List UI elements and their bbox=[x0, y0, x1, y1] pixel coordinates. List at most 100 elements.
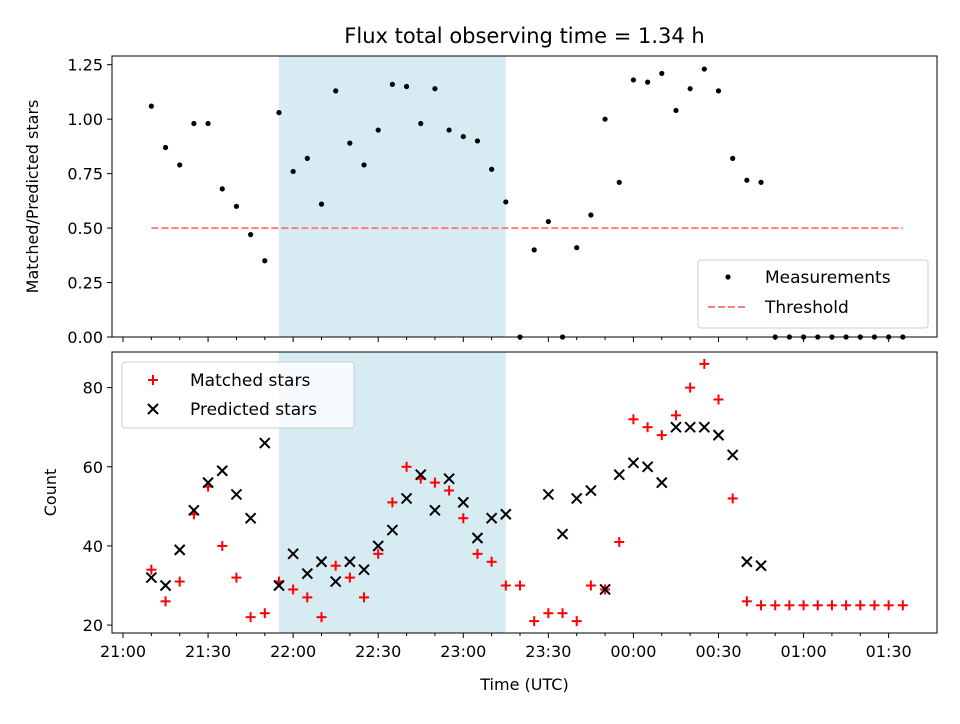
matched-star-point bbox=[571, 616, 582, 627]
top-x-ticks bbox=[122, 337, 890, 342]
top-ytick-label: 0.25 bbox=[67, 274, 103, 293]
measurement-point bbox=[659, 70, 665, 77]
predicted-star-point bbox=[344, 556, 356, 568]
matched-star-point bbox=[869, 600, 880, 611]
measurement-point bbox=[673, 107, 679, 114]
predicted-star-point bbox=[415, 468, 427, 481]
matched-star-point bbox=[741, 596, 752, 607]
bottom-xtick-label: 00:00 bbox=[610, 642, 656, 661]
predicted-star-point bbox=[457, 496, 469, 509]
predicted-star-point bbox=[443, 472, 455, 485]
matched-star-point bbox=[543, 608, 554, 619]
predicted-star-point bbox=[315, 556, 328, 568]
predicted-star-point bbox=[726, 449, 739, 461]
predicted-star-point bbox=[329, 575, 342, 588]
measurement-point bbox=[588, 212, 594, 218]
measurement-point bbox=[616, 179, 622, 185]
measurement-point bbox=[248, 232, 254, 238]
measurement-point bbox=[545, 218, 551, 225]
ratio-panel: 0.00 0.25 0.50 0.75 1.00 1.25 Flux total obse… bbox=[23, 24, 938, 347]
measurement-point bbox=[219, 186, 225, 192]
bottom-xtick-label: 23:00 bbox=[440, 642, 486, 661]
predicted-star-point bbox=[244, 512, 257, 524]
bottom-data-marks bbox=[145, 358, 908, 627]
measurement-point bbox=[389, 81, 395, 87]
predicted-star-point bbox=[230, 488, 243, 501]
matched-star-point bbox=[656, 430, 667, 441]
bottom-ytick-label: 40 bbox=[83, 537, 103, 556]
measurement-point bbox=[602, 116, 608, 122]
predicted-star-point bbox=[656, 476, 668, 489]
measurement-point bbox=[233, 203, 240, 209]
bottom-xtick-label: 01:30 bbox=[866, 642, 912, 661]
top-y-axis-label: Matched/Predicted stars bbox=[23, 100, 42, 294]
measurement-point bbox=[758, 179, 764, 185]
predicted-star-point bbox=[698, 421, 711, 433]
matched-star-point bbox=[245, 612, 256, 623]
predicted-star-point bbox=[386, 524, 399, 536]
predicted-star-point bbox=[500, 508, 512, 520]
measurement-point bbox=[290, 168, 296, 175]
matched-star-point bbox=[557, 608, 568, 619]
measurement-point bbox=[503, 199, 509, 205]
predicted-star-point bbox=[259, 437, 271, 449]
legend-predicted-label: Predicted stars bbox=[190, 400, 317, 420]
matched-star-point bbox=[217, 540, 228, 551]
legend-matched-marker bbox=[148, 375, 158, 385]
measurement-point bbox=[474, 138, 481, 144]
bottom-legend-box bbox=[121, 361, 355, 429]
matched-star-point bbox=[401, 461, 412, 472]
matched-star-point bbox=[727, 493, 738, 504]
matched-star-point bbox=[458, 513, 469, 524]
bottom-y-axis-label: Count bbox=[41, 469, 60, 517]
predicted-star-point bbox=[216, 465, 228, 477]
bottom-xtick-label: 01:00 bbox=[781, 642, 827, 661]
measurement-point bbox=[531, 247, 537, 253]
measurement-point bbox=[489, 166, 495, 172]
matched-star-point bbox=[486, 556, 497, 567]
matched-star-point bbox=[713, 394, 724, 405]
matched-star-point bbox=[160, 596, 171, 607]
matched-star-point bbox=[330, 560, 341, 571]
predicted-star-point bbox=[641, 461, 654, 473]
bottom-xtick-label: 21:30 bbox=[185, 642, 231, 661]
predicted-star-point bbox=[741, 556, 753, 568]
matched-star-point bbox=[826, 600, 837, 611]
legend-threshold-label: Threshold bbox=[764, 298, 849, 318]
measurement-point bbox=[148, 103, 154, 109]
matched-star-point bbox=[585, 580, 596, 591]
bottom-axes-frame bbox=[111, 351, 938, 634]
matched-star-point bbox=[670, 410, 681, 421]
legend-measurements-marker bbox=[725, 274, 731, 280]
top-legend-box bbox=[697, 259, 929, 329]
measurement-point bbox=[418, 120, 424, 127]
predicted-star-point bbox=[684, 421, 696, 433]
matched-star-point bbox=[614, 536, 625, 547]
bottom-xtick-label: 22:00 bbox=[270, 642, 316, 661]
matched-star-point bbox=[174, 576, 185, 587]
bottom-xtick-label: 21:00 bbox=[100, 642, 146, 661]
matched-star-point bbox=[387, 497, 398, 508]
predicted-star-point bbox=[287, 548, 299, 560]
predicted-star-point bbox=[273, 579, 285, 592]
legend-matched-label: Matched stars bbox=[190, 371, 310, 391]
matched-star-point bbox=[855, 600, 866, 611]
measurement-point bbox=[318, 201, 325, 207]
predicted-star-point bbox=[145, 571, 158, 584]
predicted-star-point bbox=[613, 468, 625, 481]
predicted-star-point bbox=[755, 560, 767, 572]
predicted-star-point bbox=[585, 484, 597, 497]
measurement-point bbox=[347, 140, 353, 146]
matched-star-point bbox=[699, 358, 710, 369]
measurement-point bbox=[205, 120, 211, 127]
top-shaded-span bbox=[278, 56, 506, 337]
predicted-star-point bbox=[485, 512, 498, 524]
bottom-xtick-label: 00:30 bbox=[695, 642, 741, 661]
bottom-legend: Matched stars Predicted stars bbox=[121, 361, 355, 429]
measurement-point bbox=[403, 83, 410, 90]
measurement-point bbox=[304, 155, 310, 161]
x-axis-label: Time (UTC) bbox=[479, 675, 568, 694]
matched-star-point bbox=[812, 600, 823, 611]
matched-star-point bbox=[500, 580, 511, 591]
matched-star-point bbox=[344, 572, 355, 583]
